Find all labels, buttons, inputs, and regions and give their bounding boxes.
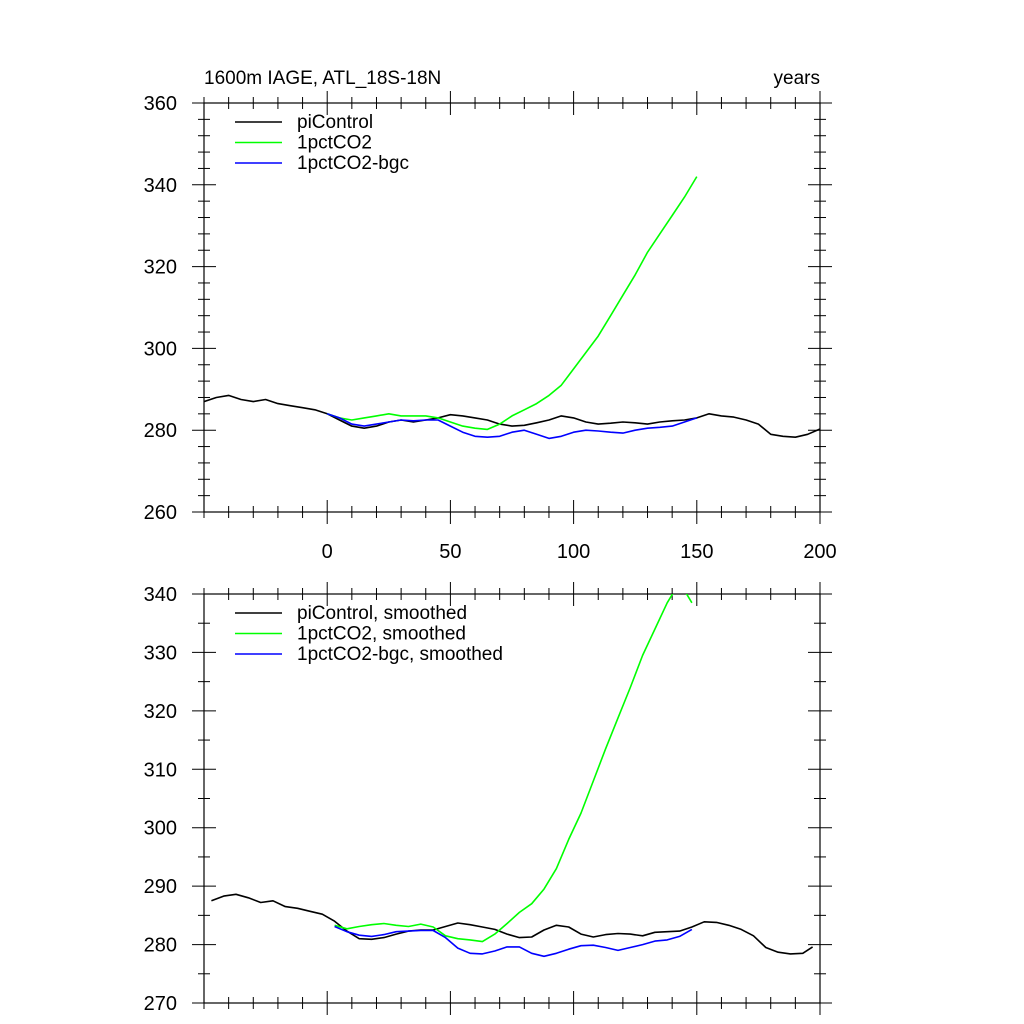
x-tick-label: 0 — [322, 541, 333, 563]
legend-label: piControl, smoothed — [297, 603, 467, 624]
x-tick-label: 200 — [803, 541, 836, 563]
y-tick-label: 290 — [144, 876, 177, 898]
y-tick-label: 320 — [144, 257, 177, 279]
legend-label: 1pctCO2, smoothed — [297, 624, 466, 645]
y-tick-label: 280 — [144, 420, 177, 442]
series-line-1 — [204, 394, 820, 438]
series-line-3 — [326, 413, 698, 440]
y-tick-label: 300 — [144, 818, 177, 840]
y-tick-label: 360 — [144, 93, 177, 115]
series-line-1 — [211, 893, 814, 955]
y-tick-label: 270 — [144, 993, 177, 1015]
x-tick-label: 100 — [557, 541, 590, 563]
y-tick-label: 340 — [144, 584, 177, 606]
y-tick-label: 320 — [144, 701, 177, 723]
panel-1: 1600m IAGE, ATL_18S-18N years 0 50 100 150 200… — [144, 68, 837, 563]
series-line-2 — [326, 176, 698, 431]
y-tick-label: 280 — [144, 935, 177, 957]
y-tick-label: 330 — [144, 642, 177, 664]
x-tick-label: 150 — [680, 541, 713, 563]
legend-label: 1pctCO2-bgc — [297, 153, 409, 174]
series-line-3 — [334, 925, 693, 958]
legend-label: 1pctCO2 — [297, 133, 372, 154]
y-tick-label: 310 — [144, 759, 177, 781]
plot-frame — [203, 102, 821, 513]
y-tick-label: 300 — [144, 338, 177, 360]
y-tick-label: 260 — [144, 502, 177, 524]
legend-label: 1pctCO2-bgc, smoothed — [297, 644, 503, 665]
panel-2: 270 280 290 300 310 320 330 340 piControl, smoot… — [144, 582, 832, 1015]
units-label: years — [774, 68, 820, 89]
x-tick-label: 50 — [439, 541, 461, 563]
legend-label: piControl — [297, 112, 373, 133]
chart-title: 1600m IAGE, ATL_18S-18N — [204, 68, 441, 89]
series-line-2 — [334, 594, 693, 943]
y-tick-label: 340 — [144, 175, 177, 197]
